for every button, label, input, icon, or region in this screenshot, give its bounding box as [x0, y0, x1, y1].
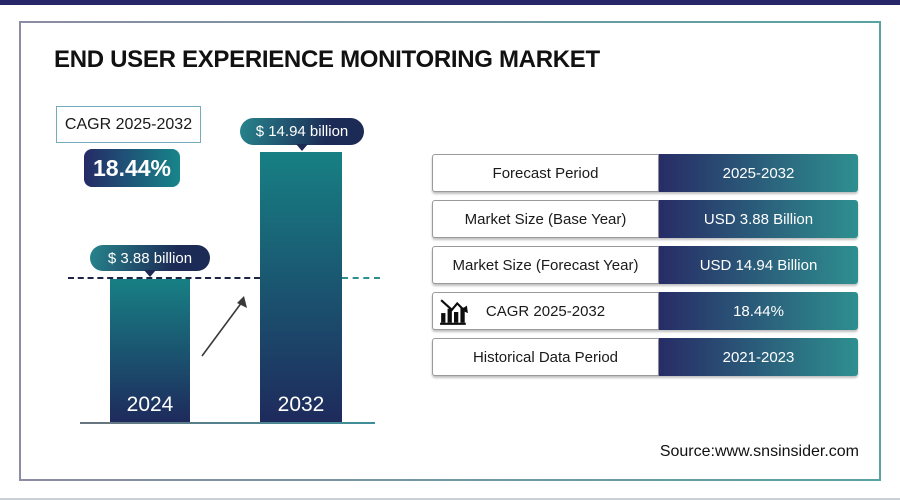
row-value-text: 2025-2032 — [722, 164, 795, 182]
bar-2032: 2032 — [260, 152, 342, 423]
reference-dashed-line-left — [68, 277, 260, 279]
growth-chart-icon — [440, 299, 468, 325]
cagr-value: 18.44% — [92, 154, 171, 181]
row-label-cell: Market Size (Base Year) — [432, 200, 659, 238]
row-value-cell: USD 14.94 Billion — [659, 246, 858, 284]
row-label-text: Market Size (Forecast Year) — [452, 256, 639, 274]
bar-2024-value: $ 3.88 billion — [107, 249, 193, 267]
row-value-cell: USD 3.88 Billion — [659, 200, 858, 238]
bar-2024-value-pill: $ 3.88 billion — [90, 245, 210, 271]
page-title: END USER EXPERIENCE MONITORING MARKET — [54, 46, 600, 73]
row-value-text: 2021-2023 — [722, 348, 795, 366]
bottom-accent-line — [0, 498, 900, 500]
chart-baseline-axis — [80, 422, 375, 424]
growth-arrow-icon — [201, 296, 247, 357]
row-value-cell: 18.44% — [659, 292, 858, 330]
cagr-label-box: CAGR 2025-2032 — [56, 106, 201, 143]
bar-2032-year-label: 2032 — [277, 393, 325, 416]
row-value-cell: 2021-2023 — [659, 338, 858, 376]
content-panel: END USER EXPERIENCE MONITORING MARKET CA… — [19, 21, 881, 481]
row-label-text: Historical Data Period — [472, 348, 619, 366]
row-value-text: USD 14.94 Billion — [699, 256, 818, 274]
row-label-text: Market Size (Base Year) — [464, 210, 627, 228]
row-label-cell: Forecast Period — [432, 154, 659, 192]
cagr-label: CAGR 2025-2032 — [64, 115, 193, 133]
cagr-value-badge: 18.44% — [84, 149, 180, 187]
source-attribution: Source:www.snsinsider.com — [659, 443, 859, 460]
row-label-cell: CAGR 2025-2032 — [432, 292, 659, 330]
row-value-cell: 2025-2032 — [659, 154, 858, 192]
row-value-text: USD 3.88 Billion — [703, 210, 814, 228]
row-label-text: CAGR 2025-2032 — [485, 302, 606, 320]
reference-dashed-line-right — [342, 277, 380, 279]
bar-2032-value: $ 14.94 billion — [255, 123, 349, 140]
row-value-text: 18.44% — [733, 302, 784, 320]
bar-2024-year-label: 2024 — [126, 393, 174, 416]
bar-2032-value-pill: $ 14.94 billion — [240, 118, 364, 145]
top-accent-bar — [0, 0, 900, 5]
bar-2024: 2024 — [110, 279, 190, 423]
row-label-cell: Historical Data Period — [432, 338, 659, 376]
row-label-text: Forecast Period — [492, 164, 599, 182]
row-label-cell: Market Size (Forecast Year) — [432, 246, 659, 284]
